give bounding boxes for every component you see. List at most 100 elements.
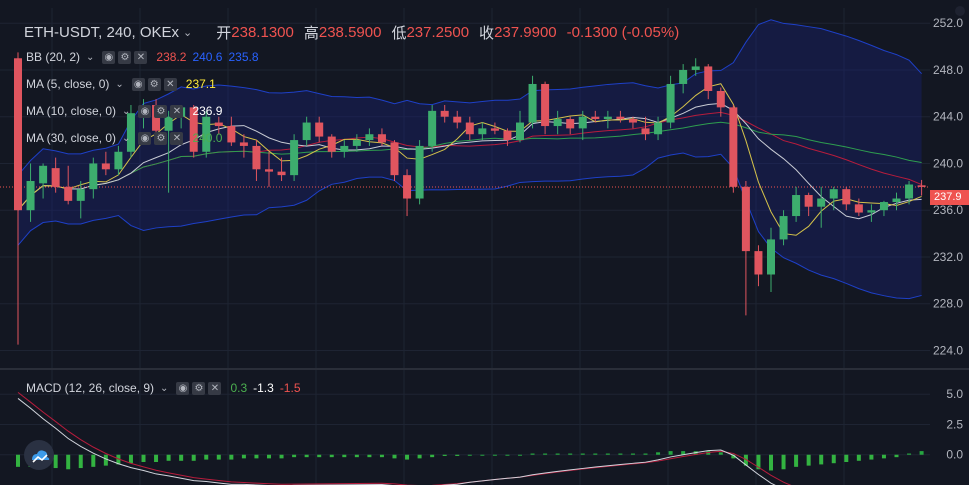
close-icon[interactable]: ✕ — [163, 77, 177, 91]
chevron-down-icon[interactable]: ⌄ — [86, 51, 95, 63]
candle-body — [202, 116, 211, 152]
close-icon[interactable]: ✕ — [170, 131, 184, 145]
macd-histogram-bar — [66, 454, 71, 470]
macd-histogram-bar — [643, 453, 648, 455]
eye-icon[interactable]: ◉ — [176, 381, 190, 395]
macd-histogram-bar — [656, 452, 661, 455]
settings-dot-icon[interactable] — [955, 6, 965, 16]
macd-histogram-bar — [267, 454, 271, 459]
candle-body — [352, 140, 361, 146]
symbol-label[interactable]: ETH-USDT, 240, OKEx — [24, 24, 180, 41]
eye-icon[interactable]: ◉ — [138, 131, 152, 145]
chevron-down-icon[interactable]: ⌄ — [115, 78, 124, 90]
gear-icon[interactable]: ⚙ — [192, 381, 206, 395]
candle-body — [403, 175, 412, 199]
ma30-value: 240.0 — [192, 131, 223, 145]
macd-histogram-bar — [630, 453, 635, 455]
gear-icon[interactable]: ⚙ — [147, 77, 161, 91]
macd-tick-label: 0.0 — [946, 448, 963, 462]
gear-icon[interactable]: ⚙ — [118, 50, 132, 64]
candle-body — [126, 113, 135, 152]
eye-icon[interactable]: ◉ — [131, 77, 145, 91]
chevron-down-icon[interactable]: ⌄ — [122, 105, 131, 117]
price-tick-label: 232.0 — [933, 250, 963, 264]
macd-histogram-bar — [128, 454, 133, 464]
candle-body — [666, 83, 675, 123]
candle-body — [867, 210, 876, 213]
macd-histogram-bar — [467, 454, 472, 456]
candle-body — [340, 145, 349, 152]
bb-lower-value: 235.8 — [228, 50, 259, 64]
macd-histogram-bar — [204, 454, 209, 460]
price-tick-label: 224.0 — [933, 343, 963, 357]
macd-histogram-bar — [342, 454, 347, 458]
macd-histogram-bar — [241, 454, 246, 459]
bollinger-upper-line — [17, 19, 922, 176]
macd-histogram-bar — [869, 454, 874, 460]
macd-histogram-bar — [405, 454, 410, 460]
macd-histogram-bar — [329, 454, 334, 458]
candle-body — [541, 83, 550, 127]
candle-body — [39, 165, 48, 184]
candle-body — [804, 195, 813, 207]
macd-histogram-bar — [731, 454, 736, 459]
candle-body — [490, 128, 499, 131]
chevron-down-icon[interactable]: ⌄ — [183, 27, 193, 39]
candle-body — [152, 105, 161, 131]
macd-histogram-bar — [216, 454, 221, 460]
macd-histogram-bar — [881, 454, 886, 459]
candle-body — [729, 107, 738, 187]
low-value: 237.2500 — [406, 24, 470, 41]
gear-icon[interactable]: ⚙ — [154, 104, 168, 118]
eye-icon[interactable]: ◉ — [102, 50, 116, 64]
macd-histogram-bar — [16, 454, 20, 467]
macd-histogram-bar — [430, 454, 435, 458]
candle-body — [516, 122, 524, 141]
cloud-icon[interactable] — [24, 440, 54, 470]
macd-histogram-bar — [379, 454, 384, 458]
price-tick-label: 236.0 — [933, 203, 963, 217]
candle-body — [164, 116, 173, 131]
legend-ma5[interactable]: MA (5, close, 0) ⌄ ◉ ⚙ ✕ 237.1 — [26, 77, 216, 91]
close-icon[interactable]: ✕ — [170, 104, 184, 118]
candle-body — [829, 189, 838, 199]
macd-histogram-bar — [304, 454, 309, 458]
close-icon[interactable]: ✕ — [134, 50, 148, 64]
candle-body — [767, 239, 775, 275]
macd-histogram-bar — [756, 454, 761, 470]
macd-histogram-bar — [593, 453, 598, 455]
chevron-down-icon[interactable]: ⌄ — [122, 132, 131, 144]
macd-histogram-bar — [392, 454, 397, 459]
macd-histogram-bar — [78, 454, 83, 469]
macd-histogram-bar — [919, 451, 924, 455]
legend-bb[interactable]: BB (20, 2) ⌄ ◉ ⚙ ✕ 238.2 240.6 235.8 — [26, 50, 259, 64]
candle-body — [214, 122, 223, 127]
legend-macd[interactable]: MACD (12, 26, close, 9) ⌄ ◉ ⚙ ✕ 0.3 -1.3 -… — [26, 381, 301, 395]
candle-body — [327, 136, 336, 152]
legend-ma30[interactable]: MA (30, close, 0) ⌄ ◉ ⚙ ✕ 240.0 — [26, 131, 222, 145]
macd-histogram-bar — [417, 454, 422, 459]
candle-body — [817, 198, 826, 207]
ma5-value: 237.1 — [185, 77, 216, 91]
candle-body — [917, 185, 926, 187]
macd-histogram-bar — [166, 454, 171, 461]
bb-basis-value: 238.2 — [156, 50, 187, 64]
candle-body — [265, 169, 273, 172]
macd-histogram-bar — [907, 453, 912, 455]
candle-body — [854, 204, 863, 213]
macd-histogram-bar — [229, 454, 234, 460]
legend-ma10[interactable]: MA (10, close, 0) ⌄ ◉ ⚙ ✕ 236.9 — [26, 104, 222, 118]
chevron-down-icon[interactable]: ⌄ — [160, 382, 169, 394]
indicator-name: MA (5, close, 0) — [26, 77, 110, 91]
macd-histogram-bar — [116, 454, 121, 465]
candle-body — [578, 116, 587, 129]
macd-histogram-bar — [618, 453, 623, 455]
candle-body — [390, 142, 399, 176]
macd-histogram-bar — [580, 453, 585, 455]
eye-icon[interactable]: ◉ — [138, 104, 152, 118]
macd-histogram-bar — [543, 453, 548, 455]
gear-icon[interactable]: ⚙ — [154, 131, 168, 145]
ma10-value: 236.9 — [192, 104, 223, 118]
close-icon[interactable]: ✕ — [208, 381, 222, 395]
